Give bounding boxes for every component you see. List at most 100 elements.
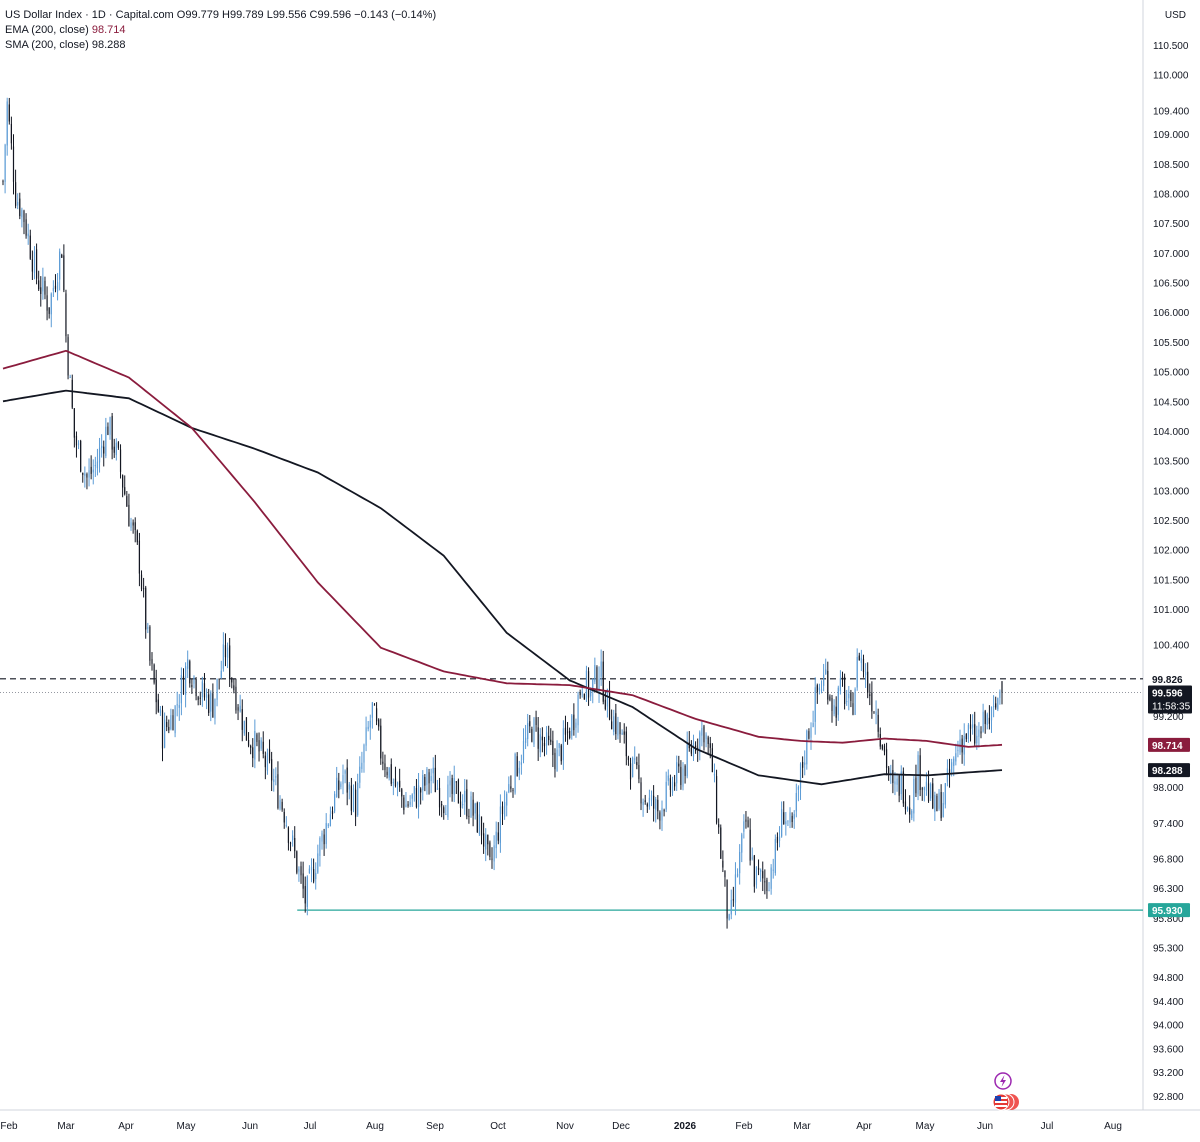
candle[interactable] — [598, 666, 600, 703]
candle[interactable] — [182, 668, 185, 695]
candle[interactable] — [117, 441, 120, 450]
candle[interactable] — [942, 792, 944, 818]
candle[interactable] — [978, 722, 980, 748]
candle[interactable] — [604, 691, 606, 711]
candle[interactable] — [348, 782, 350, 800]
candle[interactable] — [955, 743, 957, 766]
candle[interactable] — [19, 192, 21, 220]
candle[interactable] — [59, 248, 61, 291]
candle[interactable] — [753, 854, 755, 893]
sma-badge[interactable]: 98.288 — [1148, 763, 1190, 778]
candle[interactable] — [124, 475, 126, 496]
candle[interactable] — [82, 472, 84, 483]
candle[interactable] — [478, 802, 481, 836]
candle[interactable] — [491, 847, 493, 869]
candle[interactable] — [539, 728, 541, 758]
candle[interactable] — [762, 861, 764, 892]
candle[interactable] — [367, 721, 369, 732]
candle[interactable] — [237, 704, 239, 721]
candle[interactable] — [384, 754, 386, 778]
candle[interactable] — [115, 438, 117, 461]
legend-sma-row[interactable]: SMA (200, close) 98.288 — [5, 38, 436, 53]
candle[interactable] — [252, 738, 254, 768]
currency-label[interactable]: USD — [1164, 10, 1186, 21]
candle[interactable] — [243, 720, 245, 736]
ema-badge[interactable]: 98.714 — [1148, 737, 1190, 752]
candle[interactable] — [250, 744, 252, 755]
candle[interactable] — [338, 772, 340, 799]
candle[interactable] — [300, 861, 302, 884]
candle[interactable] — [392, 778, 394, 796]
candle[interactable] — [80, 439, 82, 473]
ema-200-line[interactable] — [2, 349, 1003, 748]
candle[interactable] — [130, 517, 132, 531]
candle[interactable] — [806, 729, 808, 770]
candle[interactable] — [462, 794, 464, 809]
candle[interactable] — [199, 691, 201, 706]
candle[interactable] — [629, 757, 632, 790]
candle[interactable] — [325, 813, 327, 849]
candle[interactable] — [409, 795, 411, 808]
candle[interactable] — [833, 699, 835, 717]
candle[interactable] — [245, 717, 248, 741]
candle[interactable] — [476, 801, 478, 833]
candle[interactable] — [760, 868, 762, 882]
candle[interactable] — [923, 786, 925, 802]
candle[interactable] — [875, 700, 877, 725]
candle[interactable] — [776, 832, 779, 851]
candle[interactable] — [21, 207, 23, 228]
candle[interactable] — [862, 654, 865, 678]
candle[interactable] — [168, 719, 170, 734]
candle[interactable] — [1001, 681, 1003, 705]
candle[interactable] — [841, 671, 844, 687]
candle[interactable] — [107, 422, 109, 436]
candle[interactable] — [48, 307, 50, 319]
candle[interactable] — [329, 806, 332, 827]
candle[interactable] — [671, 776, 674, 796]
candle[interactable] — [795, 783, 797, 818]
candle[interactable] — [430, 768, 432, 794]
candle[interactable] — [625, 726, 627, 766]
us-flag-icon[interactable] — [992, 1093, 1019, 1111]
candle[interactable] — [436, 779, 439, 790]
candle[interactable] — [940, 784, 942, 821]
candle[interactable] — [12, 134, 15, 195]
candle[interactable] — [812, 710, 814, 728]
candle[interactable] — [396, 781, 399, 797]
candle[interactable] — [159, 705, 162, 716]
candle[interactable] — [957, 740, 959, 758]
candle[interactable] — [350, 777, 352, 816]
candle[interactable] — [453, 765, 455, 803]
candle[interactable] — [503, 790, 506, 820]
candle[interactable] — [140, 570, 143, 592]
candle[interactable] — [915, 764, 917, 798]
candle[interactable] — [354, 781, 357, 827]
candle[interactable] — [361, 751, 363, 773]
candle[interactable] — [380, 718, 382, 765]
legend-instrument-row[interactable]: US Dollar Index · 1D · Capital.com O99.7… — [5, 8, 436, 23]
candle[interactable] — [323, 828, 325, 856]
candle[interactable] — [663, 808, 665, 817]
candle[interactable] — [906, 806, 909, 812]
candle[interactable] — [447, 775, 449, 821]
candle[interactable] — [648, 789, 651, 810]
candle[interactable] — [766, 877, 768, 899]
candle[interactable] — [946, 759, 949, 787]
candle[interactable] — [682, 762, 684, 791]
candle[interactable] — [29, 229, 31, 260]
candle[interactable] — [264, 751, 266, 780]
candle[interactable] — [273, 768, 275, 792]
candle[interactable] — [109, 416, 111, 440]
candle[interactable] — [982, 703, 984, 733]
candle[interactable] — [965, 733, 967, 743]
candle[interactable] — [676, 755, 678, 791]
candle[interactable] — [344, 769, 346, 784]
candle[interactable] — [103, 440, 105, 467]
candle[interactable] — [713, 763, 716, 783]
candle[interactable] — [197, 695, 199, 706]
candle[interactable] — [732, 886, 734, 907]
candle[interactable] — [86, 472, 88, 490]
candle[interactable] — [111, 412, 113, 460]
candle[interactable] — [42, 267, 44, 300]
